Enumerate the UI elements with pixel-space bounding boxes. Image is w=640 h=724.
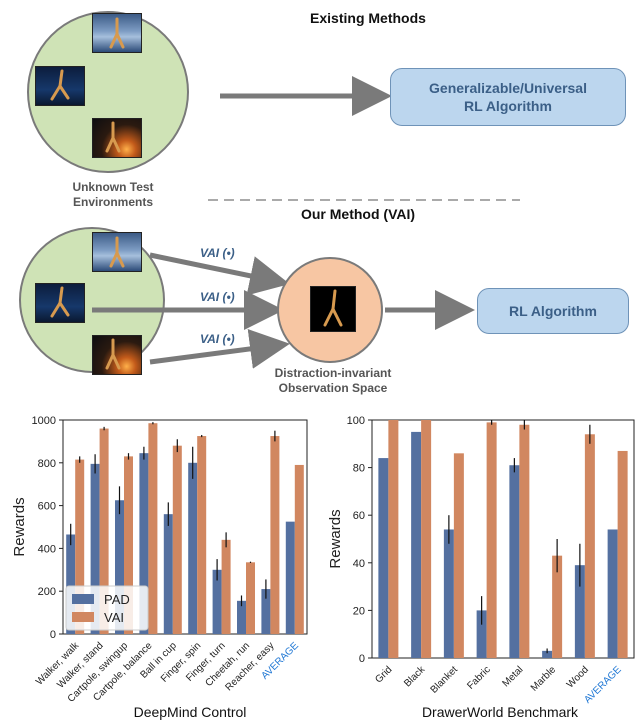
category-label: Metal (500, 664, 525, 689)
pad-bar (411, 431, 422, 658)
vai-legend-swatch (72, 612, 94, 622)
pad-bar (237, 600, 246, 634)
vai-arrow-3 (149, 329, 290, 369)
vai-bar (584, 434, 595, 658)
invariant-caption: Distraction-invariant Observation Space (258, 366, 408, 396)
pad-bar (476, 610, 487, 658)
invariant-caption-line-1: Distraction-invariant (274, 366, 392, 380)
generalizable-rl-box: Generalizable/Universal RL Algorithm (390, 68, 626, 126)
pad-bar (285, 521, 295, 634)
category-label: Black (402, 664, 428, 690)
pad-legend-swatch (72, 594, 94, 604)
vai-bar (486, 422, 497, 658)
y-axis-label: Rewards (327, 509, 344, 568)
vai-bar (221, 539, 231, 634)
vai-bar (519, 424, 530, 658)
pad-bar (542, 650, 553, 658)
vai-bar (617, 450, 628, 658)
invariant-caption-line-2: Observation Space (278, 381, 388, 395)
vai-arrow-1 (149, 252, 290, 296)
plot-frame (62, 419, 308, 635)
vai-bar (148, 423, 158, 634)
vai-bar (124, 456, 133, 634)
vai-legend-label: VAI (104, 610, 124, 625)
category-label: Blanket (429, 664, 461, 696)
pad-bar (261, 589, 271, 634)
vai-bar (75, 459, 85, 634)
env-thumbnail-sky (92, 13, 142, 53)
generalizable-line-2: RL Algorithm (464, 98, 552, 114)
vai-bar (388, 420, 399, 658)
vai-bar (197, 436, 207, 634)
plot-frame (371, 419, 635, 659)
y-tick-label: 1000 (32, 415, 56, 427)
vai-bar (421, 420, 432, 658)
generalizable-line-1: Generalizable/Universal (429, 80, 587, 96)
pad-bar (163, 514, 173, 634)
test-thumbnail-fire (92, 335, 142, 375)
vai-bar (270, 436, 280, 634)
y-tick-label: 60 (353, 510, 365, 522)
env-thumbnail-water (35, 66, 85, 106)
vai-label-2: VAI (•) (200, 290, 235, 304)
y-axis-label: Rewards (11, 497, 28, 556)
our-method-heading: Our Method (VAI) (300, 206, 416, 222)
category-label: Wood (565, 664, 591, 690)
pad-bar (212, 569, 222, 634)
y-tick-label: 600 (38, 501, 56, 513)
vai-bar (294, 464, 304, 634)
category-label: Fabric (465, 664, 492, 691)
y-tick-label: 200 (38, 586, 56, 598)
y-tick-label: 800 (38, 458, 56, 470)
pad-legend-label: PAD (104, 592, 130, 607)
pad-bar (188, 462, 198, 634)
pad-bar (115, 500, 124, 634)
rl-algorithm-box: RL Algorithm (477, 288, 629, 334)
pad-bar (90, 463, 100, 634)
y-tick-label: 20 (353, 605, 365, 617)
chart-title-drawerworld: DrawerWorld Benchmark (421, 704, 579, 720)
y-tick-label: 0 (359, 653, 365, 665)
y-tick-label: 40 (353, 558, 365, 570)
unknown-caption-line-1: Unknown Test (72, 180, 154, 194)
vai-bar (99, 428, 109, 634)
test-thumbnail-sky (92, 232, 142, 272)
category-label: Grid (373, 664, 394, 685)
category-label: Marble (529, 664, 559, 694)
pad-bar (139, 453, 149, 634)
y-tick-label: 400 (38, 543, 56, 555)
unknown-env-circle (27, 11, 189, 173)
chart-title-deepmind: DeepMind Control (133, 704, 247, 720)
vai-label-1: VAI (•) (200, 246, 235, 260)
y-tick-label: 0 (50, 629, 56, 641)
unknown-caption-line-2: Environments (72, 195, 153, 209)
vai-bar (172, 445, 182, 634)
y-tick-label: 80 (353, 463, 365, 475)
test-thumbnail-water (35, 283, 85, 323)
existing-methods-heading: Existing Methods (310, 10, 426, 26)
pad-bar (607, 529, 618, 658)
pad-bar (378, 458, 389, 658)
unknown-env-caption: Unknown Test Environments (48, 180, 178, 210)
vai-bar (552, 555, 563, 658)
y-tick-label: 100 (347, 415, 365, 427)
drawerworld-chart: 0 20 40 60 80 100 Rewards Grid Black Blanket Fabri… (327, 415, 635, 706)
vai-bar (453, 453, 464, 658)
pad-bar (443, 529, 454, 658)
pad-bar (509, 465, 520, 658)
invariant-thumbnail (310, 286, 356, 332)
env-thumbnail-fire (92, 118, 142, 158)
vai-label-3: VAI (•) (200, 332, 235, 346)
pad-bar (574, 565, 585, 658)
pad-bar (66, 534, 76, 634)
vai-bar (246, 562, 255, 634)
